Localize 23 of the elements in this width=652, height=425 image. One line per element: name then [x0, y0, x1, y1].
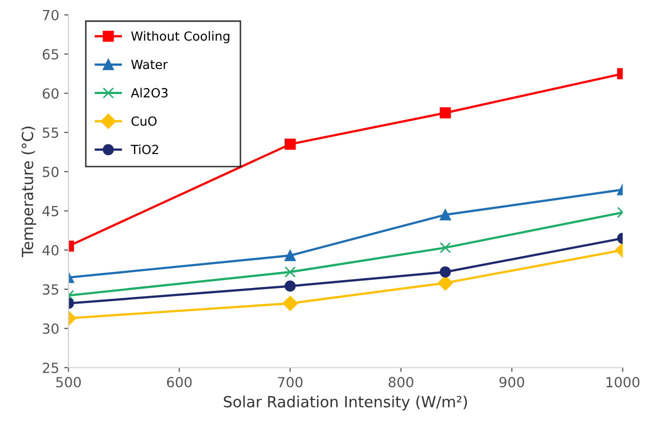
- y-tick-label: 30: [42, 323, 59, 334]
- legend-label: Water: [131, 60, 168, 70]
- y-axis-title: Temperature (°C): [21, 126, 36, 258]
- x-tick-label: 900: [499, 376, 524, 388]
- y-tick-label: 60: [42, 88, 59, 99]
- y-tick-label: 40: [42, 245, 59, 256]
- x-tick-label: 1000: [606, 376, 640, 388]
- legend-label: Al2O3: [130, 88, 168, 98]
- x-axis-title: Solar Radiation Intensity (W/m²): [224, 396, 467, 410]
- y-tick-label: 65: [42, 49, 58, 60]
- x-tick-label: 500: [56, 376, 81, 388]
- legend-label: CuO: [131, 116, 157, 126]
- y-tick-label: 35: [42, 284, 58, 295]
- x-tick-label: 700: [278, 376, 302, 388]
- legend-label: Without Cooling: [131, 31, 230, 44]
- y-tick-label: 25: [42, 362, 58, 374]
- x-tick-label: 800: [388, 376, 414, 388]
- y-tick-label: 55: [42, 128, 58, 138]
- legend-label: TiO2: [130, 144, 158, 154]
- y-tick-label: 70: [42, 10, 59, 20]
- x-tick-label: 600: [167, 376, 192, 388]
- y-tick-label: 45: [42, 206, 58, 216]
- y-tick-label: 50: [42, 166, 59, 178]
